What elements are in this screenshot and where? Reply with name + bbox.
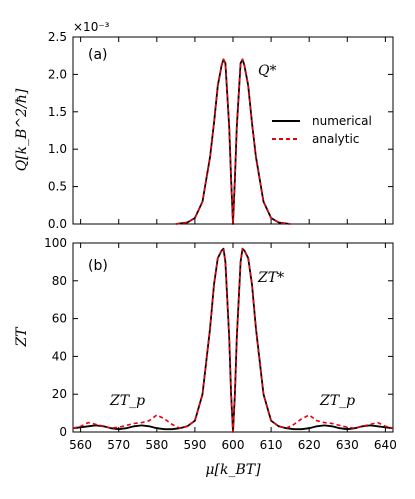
panel-b-xtick-label: 640	[374, 438, 397, 452]
legend-label-analytic: analytic	[312, 132, 359, 146]
panel-a-ytick-label: 0.0	[48, 217, 67, 231]
panel-b-ytick-label: 100	[44, 236, 67, 250]
panel-b-ytick-label: 20	[52, 387, 67, 401]
panel-a-series-numerical	[175, 58, 291, 225]
panel-a-ytick-label: 2.5	[48, 30, 67, 44]
panel-b-xtick-label: 620	[298, 438, 321, 452]
panel-a-ytick-label: 1.5	[48, 105, 67, 119]
panel-b-xtick-label: 630	[336, 438, 359, 452]
panel-b-lines	[72, 247, 394, 433]
panel-a-ticks: 0.0 0.5 1.0 1.5 2.0 2.5	[48, 30, 393, 231]
panel-a-tag: (a)	[88, 47, 108, 63]
panel-a-annotation-qstar: Q*	[258, 63, 276, 79]
panel-b-ytick-label: 60	[52, 312, 67, 326]
panel-b-xtick-label: 590	[183, 438, 206, 452]
panel-b-ticks: 0 20 40 60 80 100 560 570 580 590 600 610 620 630 640	[44, 236, 397, 452]
panel-b-xtick-label: 610	[260, 438, 283, 452]
panel-b-y-axis-label: ZT	[14, 326, 30, 348]
panel-b-series-analytic	[72, 247, 394, 433]
panel-b-xtick-label: 560	[69, 438, 92, 452]
panel-b-xtick-label: 600	[222, 438, 245, 452]
panel-a-ytick-label: 1.0	[48, 142, 67, 156]
panel-a-ytick-label: 2.0	[48, 67, 67, 81]
panel-b-annotation-ztp-left: ZT_p	[109, 393, 145, 409]
legend-label-numerical: numerical	[312, 114, 372, 128]
panel-a-yscale-label: ×10⁻³	[73, 20, 110, 34]
panel-b-ytick-label: 40	[52, 349, 67, 363]
panel-a-ytick-label: 0.5	[48, 180, 67, 194]
panel-b-annotation-ztstar: ZT*	[257, 270, 284, 286]
panel-a: 0.0 0.5 1.0 1.5 2.0 2.5 ×10⁻³ (a) Q* numerica…	[14, 20, 394, 231]
panel-a-series-analytic	[175, 58, 291, 225]
panel-b-xtick-label: 580	[145, 438, 168, 452]
panel-b-annotation-ztp-right: ZT_p	[319, 393, 355, 409]
panel-a-frame	[72, 36, 394, 225]
panel-a-lines	[175, 58, 291, 225]
legend: numerical analytic	[272, 114, 372, 146]
panel-b-tag: (b)	[88, 258, 108, 274]
panel-b-ytick-label: 0	[59, 425, 67, 439]
panel-a-y-axis-label: Q[k_B^2/ħ]	[14, 88, 30, 171]
panel-b-xtick-label: 570	[107, 438, 130, 452]
panel-b-ytick-label: 80	[52, 274, 67, 288]
x-axis-label: μ[k_BT]	[205, 462, 261, 478]
